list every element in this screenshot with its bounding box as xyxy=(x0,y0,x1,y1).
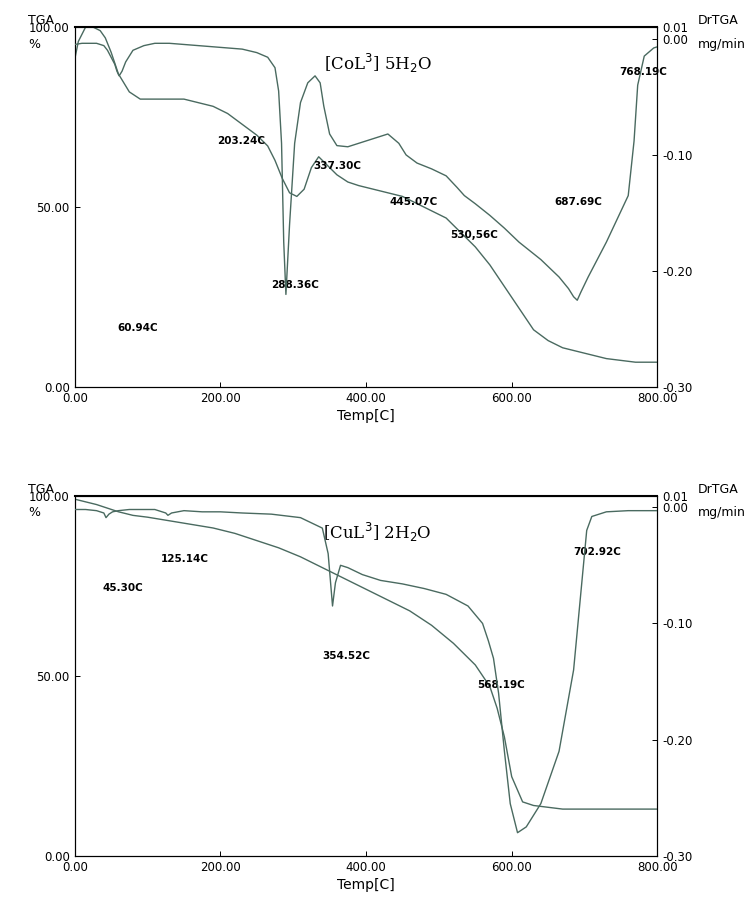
Text: [CoL$^3$] 5H$_2$O: [CoL$^3$] 5H$_2$O xyxy=(323,52,432,76)
Text: 203.24C: 203.24C xyxy=(217,136,264,146)
Text: 768.19C: 768.19C xyxy=(619,68,667,77)
Text: mg/min: mg/min xyxy=(698,38,746,50)
Text: %: % xyxy=(28,506,40,519)
Text: 445.07C: 445.07C xyxy=(389,197,438,207)
Text: mg/min: mg/min xyxy=(698,506,746,519)
Text: 702.92C: 702.92C xyxy=(574,547,622,557)
Text: 568.19C: 568.19C xyxy=(477,680,524,690)
Text: 530,56C: 530,56C xyxy=(450,230,498,240)
Text: 354.52C: 354.52C xyxy=(323,651,371,661)
Text: TGA: TGA xyxy=(28,14,54,27)
X-axis label: Temp[C]: Temp[C] xyxy=(337,878,395,892)
Text: 45.30C: 45.30C xyxy=(102,583,143,593)
Text: 288.36C: 288.36C xyxy=(271,280,319,290)
Text: TGA: TGA xyxy=(28,483,54,496)
Text: 125.14C: 125.14C xyxy=(161,554,208,564)
Text: 60.94C: 60.94C xyxy=(117,323,158,333)
Text: DrTGA: DrTGA xyxy=(698,14,739,27)
Text: %: % xyxy=(28,38,40,50)
Text: 687.69C: 687.69C xyxy=(554,197,602,207)
Text: [CuL$^3$] 2H$_2$O: [CuL$^3$] 2H$_2$O xyxy=(323,521,432,544)
Text: DrTGA: DrTGA xyxy=(698,483,739,496)
Text: 337.30C: 337.30C xyxy=(313,161,361,171)
X-axis label: Temp[C]: Temp[C] xyxy=(337,409,395,423)
